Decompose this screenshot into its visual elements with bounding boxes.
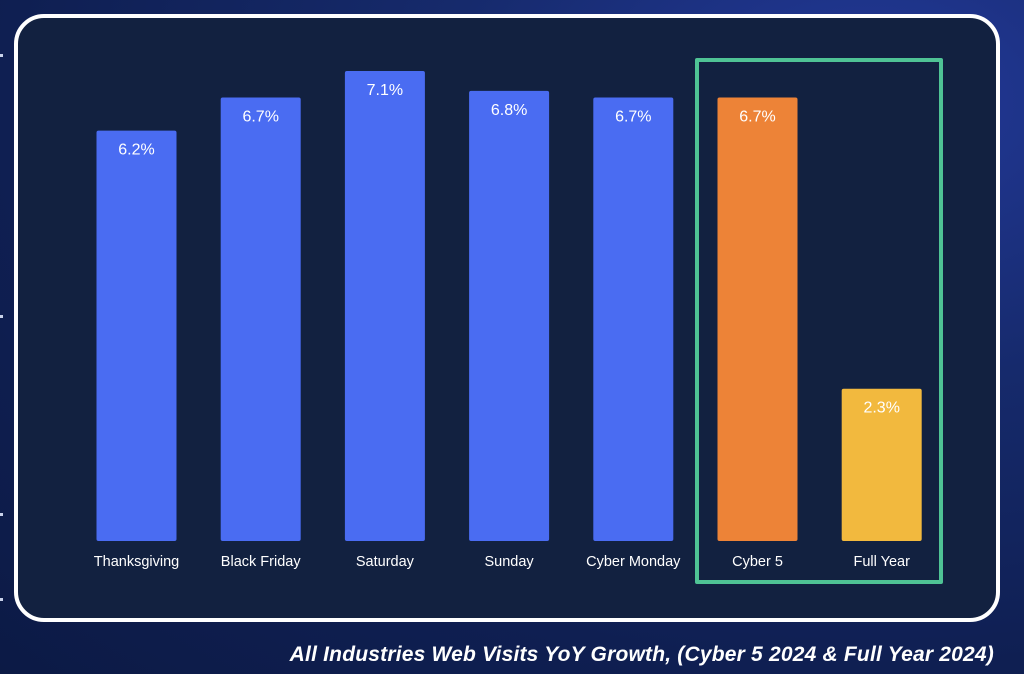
edge-mark	[0, 54, 3, 57]
bar-black-friday	[220, 97, 301, 541]
data-label: 6.7%	[615, 108, 651, 125]
edge-mark	[0, 513, 3, 516]
bar-cyber-5	[717, 97, 798, 541]
chart-title: All Industries Web Visits YoY Growth, (C…	[289, 643, 994, 666]
data-label: 6.2%	[118, 142, 154, 159]
bar-full-year	[841, 388, 922, 541]
data-label: 7.1%	[367, 82, 403, 99]
bar-cyber-monday	[593, 97, 674, 541]
edge-mark	[0, 598, 3, 601]
x-tick-label: Cyber Monday	[586, 554, 681, 570]
bar-thanksgiving	[96, 130, 177, 542]
data-label: 6.7%	[739, 108, 775, 125]
x-tick-label: Full Year	[853, 554, 910, 570]
x-tick-label: Black Friday	[221, 554, 302, 570]
x-tick-label: Sunday	[485, 554, 535, 570]
edge-mark	[0, 315, 3, 318]
x-tick-label: Cyber 5	[732, 554, 783, 570]
highlight-box	[695, 58, 943, 584]
x-tick-label: Saturday	[356, 554, 415, 570]
bar-saturday	[344, 71, 425, 541]
data-label: 6.8%	[491, 102, 527, 119]
x-tick-label: Thanksgiving	[94, 554, 179, 570]
bar-sunday	[469, 90, 550, 541]
data-label: 6.7%	[242, 108, 278, 125]
data-label: 2.3%	[863, 400, 899, 417]
